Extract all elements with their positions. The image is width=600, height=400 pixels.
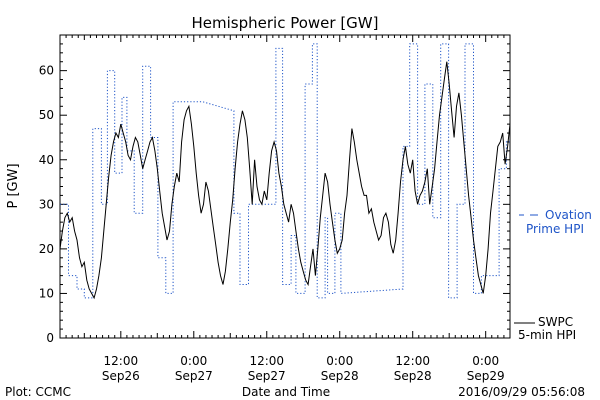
x-tick-time: 12:00 [395, 354, 430, 368]
legend-swpc-line2: 5-min HPI [518, 328, 576, 342]
timestamp: 2016/09/29 05:56:08 [458, 385, 585, 399]
swpc-hpi-series [59, 61, 511, 300]
y-tick-label: 30 [39, 197, 54, 211]
x-tick-time: 0:00 [180, 354, 207, 368]
legend-swpc-line1: SWPC [538, 315, 573, 329]
plot-credit: Plot: CCMC [5, 385, 71, 399]
x-tick-time: 0:00 [326, 354, 353, 368]
x-tick-date: Sep28 [321, 369, 359, 383]
y-tick-label: 10 [39, 286, 54, 300]
chart-title: Hemispheric Power [GW] [192, 14, 379, 32]
ovation-prime-series [60, 43, 510, 299]
series-group [59, 43, 511, 300]
legend-ovation-line1: Ovation [545, 208, 592, 222]
y-tick-label: 40 [39, 153, 54, 167]
x-axis-ticks: 12:00Sep260:00Sep2712:00Sep270:00Sep2812… [59, 35, 511, 383]
x-axis-label: Date and Time [242, 385, 330, 399]
y-tick-label: 50 [39, 108, 54, 122]
legend-ovation-line2: Prime HPI [526, 222, 584, 236]
y-axis-ticks: 0 10 20 30 40 50 60 [39, 34, 510, 345]
y-tick-label: 20 [39, 242, 54, 256]
y-axis-label: P [GW] [6, 163, 21, 208]
plot-frame [59, 34, 511, 339]
x-tick-date: Sep26 [102, 369, 140, 383]
x-tick-date: Sep28 [394, 369, 432, 383]
x-tick-date: Sep27 [248, 369, 286, 383]
x-tick-date: Sep27 [175, 369, 213, 383]
legend: Ovation Prime HPI SWPC 5-min HPI [514, 208, 592, 342]
x-tick-time: 12:00 [249, 354, 284, 368]
x-tick-time: 0:00 [472, 354, 499, 368]
y-tick-label: 0 [46, 331, 54, 345]
y-tick-label: 60 [39, 64, 54, 78]
x-tick-time: 12:00 [104, 354, 139, 368]
x-tick-date: Sep29 [467, 369, 505, 383]
